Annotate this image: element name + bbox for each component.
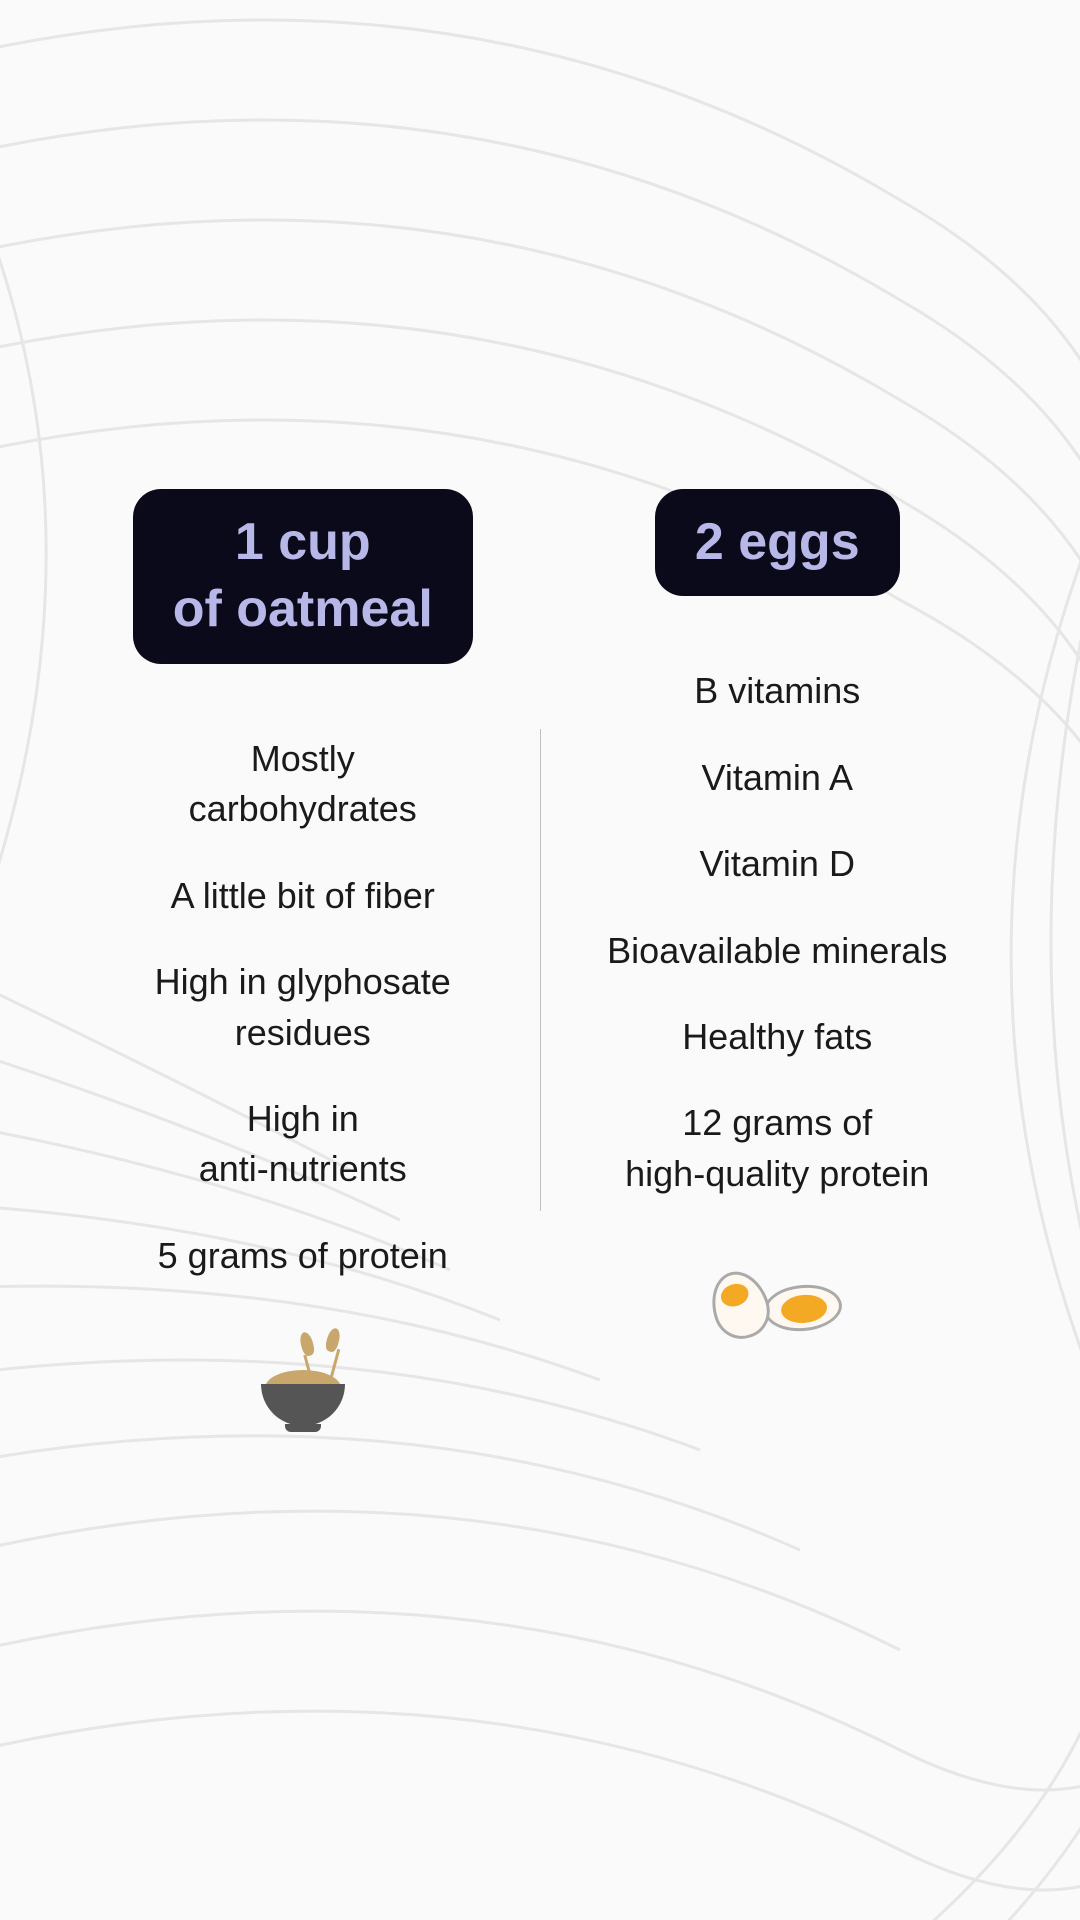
list-item: 12 grams of high-quality protein [607,1098,947,1199]
comparison-row: 1 cup of oatmeal Mostly carbohydrates A … [0,489,1080,1431]
right-title-badge: 2 eggs [655,489,900,597]
list-item: Healthy fats [607,1012,947,1062]
right-items-list: B vitamins Vitamin A Vitamin D Bioavaila… [607,666,947,1199]
oatmeal-icon [253,1331,353,1431]
right-column: 2 eggs B vitamins Vitamin A Vitamin D Bi… [565,489,991,1431]
list-item: B vitamins [607,666,947,716]
content-container: 1 cup of oatmeal Mostly carbohydrates A … [0,0,1080,1920]
list-item: A little bit of fiber [155,871,451,921]
left-column: 1 cup of oatmeal Mostly carbohydrates A … [90,489,516,1431]
left-items-list: Mostly carbohydrates A little bit of fib… [155,734,451,1281]
list-item: High in anti-nutrients [155,1094,451,1195]
eggs-icon [712,1249,842,1349]
list-item: Vitamin D [607,839,947,889]
list-item: Vitamin A [607,753,947,803]
list-item: Mostly carbohydrates [155,734,451,835]
center-divider [540,729,541,1211]
left-title-badge: 1 cup of oatmeal [133,489,473,664]
list-item: Bioavailable minerals [607,926,947,976]
list-item: High in glyphosate residues [155,957,451,1058]
list-item: 5 grams of protein [155,1231,451,1281]
